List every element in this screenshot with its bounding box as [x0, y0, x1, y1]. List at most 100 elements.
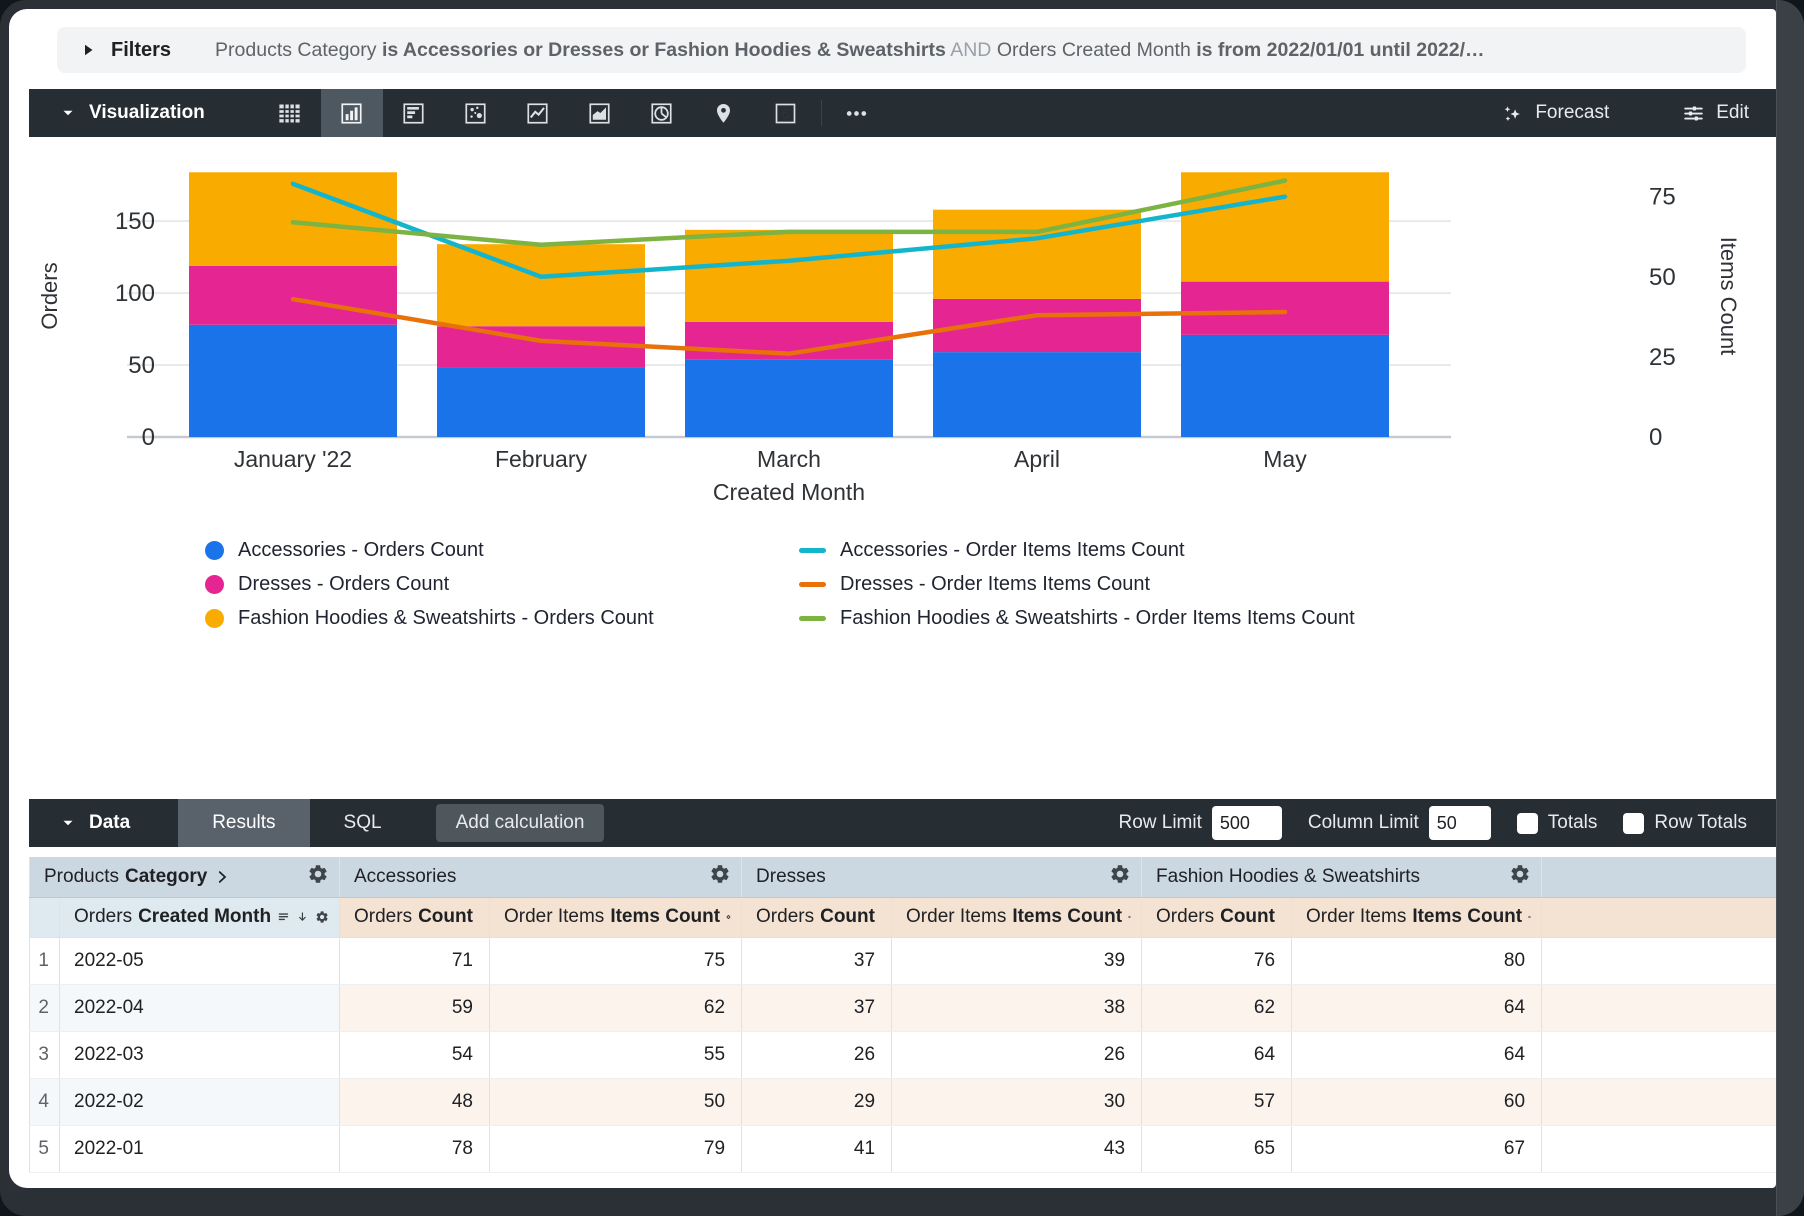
dimension-group-header[interactable]: Products Category	[29, 857, 340, 898]
column-chart-button[interactable]	[320, 89, 383, 137]
bar-segment[interactable]	[933, 352, 1141, 437]
measure-cell[interactable]: 29	[741, 1078, 893, 1126]
gear-icon[interactable]	[1128, 906, 1131, 928]
dimension-cell[interactable]: 2022-02	[59, 1078, 340, 1126]
measure-cell[interactable]: 38	[891, 984, 1143, 1032]
gear-icon[interactable]	[307, 863, 329, 885]
measure-cell[interactable]: 57	[1141, 1078, 1293, 1126]
single-value-button[interactable]: 6	[755, 89, 817, 137]
vertical-scrollbar[interactable]	[1776, 0, 1804, 1216]
measure-column-header[interactable]: Orders Count	[1141, 896, 1293, 938]
series-line[interactable]	[290, 178, 1288, 247]
bar-segment[interactable]	[189, 172, 397, 266]
measure-cell[interactable]: 78	[339, 1125, 490, 1173]
series-line[interactable]	[290, 181, 1288, 280]
sort-icon[interactable]	[277, 907, 290, 927]
legend-item[interactable]: Fashion Hoodies & Sweatshirts - Orders C…	[205, 607, 654, 629]
gear-icon[interactable]	[1509, 863, 1531, 885]
measure-cell[interactable]: 71	[339, 937, 490, 985]
measure-cell[interactable]: 59	[339, 984, 490, 1032]
legend-item[interactable]: Dresses - Orders Count	[205, 573, 654, 595]
measure-cell[interactable]: 30	[891, 1078, 1143, 1126]
tab-sql[interactable]: SQL	[343, 812, 382, 833]
legend-item[interactable]: Fashion Hoodies & Sweatshirts - Order It…	[799, 607, 1355, 629]
bar-segment[interactable]	[437, 367, 645, 437]
column-limit-input[interactable]	[1428, 806, 1491, 840]
measure-column-header[interactable]: Orders Count	[741, 896, 893, 938]
pie-chart-button[interactable]	[631, 89, 693, 137]
dimension-column-header[interactable]: Orders Created Month	[59, 896, 340, 938]
edit-button[interactable]: Edit	[1681, 101, 1749, 126]
legend-item[interactable]: Accessories - Orders Count	[205, 539, 654, 561]
measure-cell[interactable]: 75	[488, 937, 743, 985]
measure-cell[interactable]: 76	[1141, 937, 1293, 985]
measure-cell[interactable]: 39	[891, 937, 1143, 985]
measure-cell[interactable]: 80	[1291, 937, 1543, 985]
chevron-right-icon[interactable]	[213, 868, 231, 886]
bar-chart-button[interactable]	[383, 89, 445, 137]
measure-cell[interactable]: 79	[488, 1125, 743, 1173]
visualization-header[interactable]: Visualization	[29, 102, 205, 124]
dimension-cell[interactable]: 2022-04	[59, 984, 340, 1032]
bar-segment[interactable]	[437, 244, 645, 327]
gear-icon[interactable]	[315, 906, 329, 928]
bar-segment[interactable]	[1181, 334, 1389, 437]
bar-segment[interactable]	[189, 324, 397, 437]
row-totals-checkbox[interactable]	[1623, 812, 1645, 834]
gear-icon[interactable]	[726, 906, 731, 928]
dimension-cell[interactable]: 2022-05	[59, 937, 340, 985]
map-chart-button[interactable]	[693, 89, 755, 137]
measure-cell[interactable]: 41	[741, 1125, 893, 1173]
tab-results[interactable]: Results	[178, 799, 310, 847]
filters-bar[interactable]: Filters Products Category is Accessories…	[57, 27, 1746, 73]
sort-desc-arrow-icon[interactable]	[296, 907, 309, 927]
bar-segment[interactable]	[1181, 281, 1389, 335]
measure-cell[interactable]: 64	[1141, 1031, 1293, 1079]
measure-cell[interactable]: 37	[741, 984, 893, 1032]
series-line[interactable]	[290, 296, 1288, 356]
bar-segment[interactable]	[685, 359, 893, 437]
measure-cell[interactable]: 26	[891, 1031, 1143, 1079]
data-header[interactable]: Data	[29, 812, 130, 834]
measure-cell[interactable]: 37	[741, 937, 893, 985]
bar-segment[interactable]	[189, 265, 397, 325]
measure-column-header[interactable]: Order Items Items Count	[891, 896, 1143, 938]
measure-group-header[interactable]: Dresses	[741, 857, 1143, 898]
measure-column-header[interactable]: Order Items Items Count	[1291, 896, 1543, 938]
bar-segment[interactable]	[933, 209, 1141, 299]
line-chart-button[interactable]	[507, 89, 569, 137]
measure-group-header[interactable]: Accessories	[338, 857, 743, 898]
gear-icon[interactable]	[1528, 906, 1531, 928]
add-calculation-button[interactable]: Add calculation	[435, 804, 605, 842]
bar-segment[interactable]	[685, 229, 893, 322]
dimension-cell[interactable]: 2022-01	[59, 1125, 340, 1173]
measure-column-header[interactable]: Order Items Items Count	[488, 896, 743, 938]
row-limit-input[interactable]	[1211, 806, 1282, 840]
measure-cell[interactable]: 62	[1141, 984, 1293, 1032]
legend-item[interactable]: Dresses - Order Items Items Count	[799, 573, 1355, 595]
chevron-right-icon[interactable]	[79, 41, 97, 59]
table-chart-button[interactable]	[259, 89, 321, 137]
measure-cell[interactable]: 64	[1291, 1031, 1543, 1079]
measure-group-header[interactable]: Fashion Hoodies & Sweatshirts	[1141, 857, 1543, 898]
measure-cell[interactable]: 26	[741, 1031, 893, 1079]
measure-cell[interactable]: 48	[339, 1078, 490, 1126]
area-chart-button[interactable]	[569, 89, 631, 137]
measure-cell[interactable]: 65	[1141, 1125, 1293, 1173]
measure-cell[interactable]: 50	[488, 1078, 743, 1126]
measure-cell[interactable]: 67	[1291, 1125, 1543, 1173]
gear-icon[interactable]	[709, 863, 731, 885]
bar-segment[interactable]	[1181, 172, 1389, 282]
measure-cell[interactable]: 54	[339, 1031, 490, 1079]
gear-icon[interactable]	[1109, 863, 1131, 885]
measure-cell[interactable]: 60	[1291, 1078, 1543, 1126]
measure-cell[interactable]: 62	[488, 984, 743, 1032]
measure-column-header[interactable]: Orders Count	[339, 896, 490, 938]
scatter-chart-button[interactable]	[445, 89, 507, 137]
forecast-button[interactable]: Forecast	[1500, 101, 1609, 126]
measure-cell[interactable]: 55	[488, 1031, 743, 1079]
measure-cell[interactable]: 64	[1291, 984, 1543, 1032]
bar-segment[interactable]	[437, 326, 645, 368]
totals-checkbox[interactable]	[1516, 812, 1538, 834]
more-chart-types-button[interactable]	[826, 89, 888, 137]
